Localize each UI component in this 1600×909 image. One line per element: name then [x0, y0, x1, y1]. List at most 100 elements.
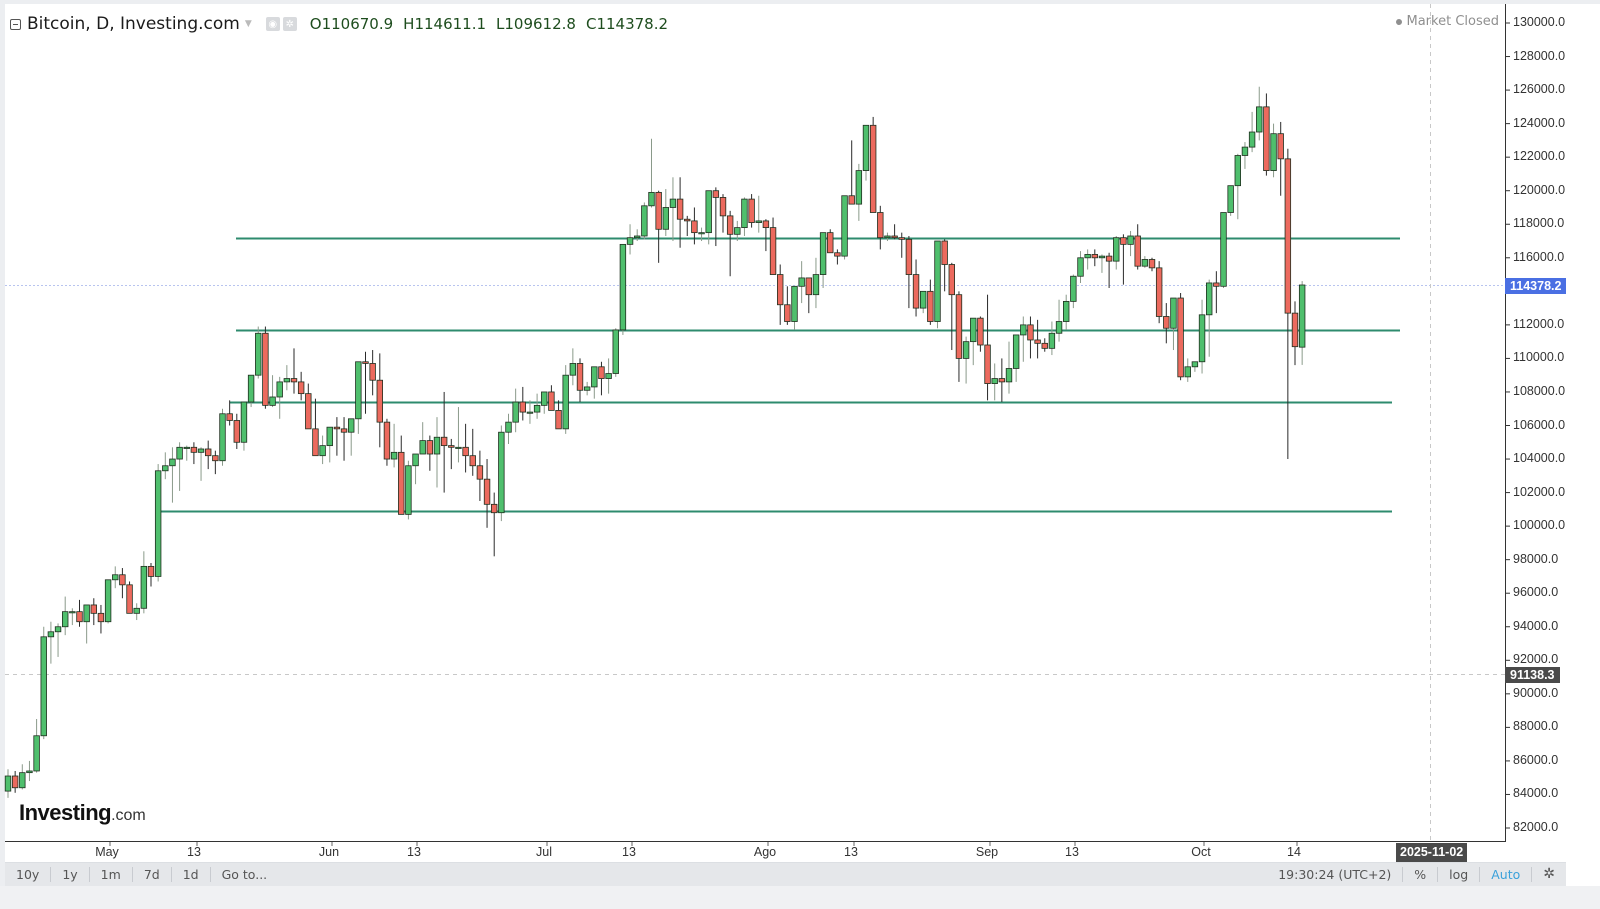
- candle[interactable]: [226, 400, 233, 426]
- candle[interactable]: [877, 205, 884, 250]
- candle[interactable]: [469, 428, 476, 476]
- candle[interactable]: [326, 426, 333, 463]
- candle[interactable]: [1191, 361, 1199, 372]
- candle[interactable]: [591, 366, 598, 399]
- candle[interactable]: [312, 398, 319, 457]
- candle[interactable]: [405, 460, 412, 520]
- candle[interactable]: [133, 603, 140, 621]
- candle[interactable]: [634, 229, 641, 242]
- candle[interactable]: [1291, 301, 1299, 366]
- horizontal-levels[interactable]: [158, 237, 1400, 513]
- candle[interactable]: [812, 257, 820, 309]
- candle[interactable]: [1012, 334, 1020, 382]
- candle[interactable]: [905, 235, 913, 309]
- candle[interactable]: [440, 391, 448, 493]
- candle[interactable]: [290, 348, 298, 394]
- candle[interactable]: [154, 464, 162, 582]
- candle[interactable]: [54, 623, 62, 657]
- gear-icon[interactable]: ✲: [282, 17, 297, 31]
- candle[interactable]: [498, 425, 505, 522]
- candle[interactable]: [1077, 251, 1084, 283]
- candle[interactable]: [1098, 254, 1106, 273]
- candle[interactable]: [784, 286, 791, 325]
- candle[interactable]: [1113, 235, 1120, 270]
- candle[interactable]: [390, 423, 398, 468]
- candle[interactable]: [190, 442, 198, 465]
- candle[interactable]: [569, 348, 577, 386]
- goto-button[interactable]: Go to...: [221, 867, 268, 882]
- candle[interactable]: [612, 328, 619, 377]
- collapse-icon[interactable]: [10, 18, 21, 30]
- candle[interactable]: [805, 277, 812, 314]
- candle[interactable]: [412, 453, 419, 485]
- candle[interactable]: [476, 450, 484, 501]
- candle[interactable]: [90, 598, 97, 626]
- candle[interactable]: [598, 361, 605, 396]
- candle[interactable]: [1048, 321, 1056, 356]
- candle[interactable]: [655, 190, 662, 263]
- candle[interactable]: [841, 195, 848, 260]
- candle[interactable]: [676, 177, 684, 248]
- candle[interactable]: [548, 385, 555, 411]
- candle[interactable]: [734, 220, 741, 242]
- candle[interactable]: [1270, 123, 1277, 178]
- candle[interactable]: [355, 361, 362, 434]
- candle[interactable]: [112, 566, 119, 589]
- candle[interactable]: [1213, 271, 1220, 314]
- candle[interactable]: [526, 400, 534, 424]
- range-10y-button[interactable]: 10y: [5, 867, 52, 882]
- candle[interactable]: [83, 604, 90, 644]
- candle[interactable]: [247, 374, 255, 408]
- candle[interactable]: [1298, 281, 1306, 365]
- candle[interactable]: [297, 371, 305, 401]
- candle[interactable]: [576, 358, 584, 403]
- candle[interactable]: [97, 604, 105, 634]
- clock-display[interactable]: 19:30:24 (UTC+2): [1278, 867, 1392, 882]
- candle[interactable]: [1063, 294, 1070, 330]
- candle[interactable]: [691, 207, 698, 245]
- candle[interactable]: [340, 417, 348, 461]
- candle[interactable]: [219, 408, 226, 466]
- series-title[interactable]: Bitcoin, D, Investing.com: [27, 14, 240, 34]
- candle[interactable]: [183, 445, 190, 461]
- candle[interactable]: [1177, 293, 1184, 381]
- candlestick-series[interactable]: [4, 86, 1306, 798]
- candle[interactable]: [1198, 299, 1206, 374]
- candle[interactable]: [698, 227, 705, 242]
- candle[interactable]: [333, 417, 341, 456]
- candle[interactable]: [819, 232, 827, 288]
- candle[interactable]: [197, 447, 205, 481]
- candle[interactable]: [827, 229, 834, 254]
- candle[interactable]: [1277, 121, 1284, 196]
- candle[interactable]: [1184, 358, 1191, 382]
- candle[interactable]: [719, 194, 727, 233]
- candle[interactable]: [862, 124, 870, 181]
- candle[interactable]: [4, 769, 12, 798]
- candle[interactable]: [684, 215, 691, 236]
- candle[interactable]: [1127, 230, 1134, 257]
- candle[interactable]: [648, 138, 655, 208]
- candle[interactable]: [941, 239, 948, 292]
- candle[interactable]: [212, 450, 219, 475]
- candle[interactable]: [1055, 299, 1063, 342]
- candle[interactable]: [455, 407, 462, 463]
- candle[interactable]: [462, 423, 469, 473]
- candle[interactable]: [376, 353, 383, 448]
- candle[interactable]: [140, 551, 148, 614]
- candle[interactable]: [1070, 274, 1077, 309]
- candle[interactable]: [262, 326, 269, 409]
- candle[interactable]: [1020, 316, 1027, 362]
- candle[interactable]: [362, 351, 369, 414]
- candle[interactable]: [1263, 93, 1270, 176]
- candle[interactable]: [962, 336, 970, 384]
- candle[interactable]: [948, 262, 955, 351]
- candle[interactable]: [1227, 185, 1234, 216]
- candle[interactable]: [269, 375, 276, 408]
- candle[interactable]: [147, 563, 155, 587]
- candle[interactable]: [1105, 252, 1113, 288]
- log-toggle[interactable]: log: [1437, 867, 1479, 882]
- candle[interactable]: [920, 290, 927, 314]
- range-1d-button[interactable]: 1d: [172, 867, 211, 882]
- candle[interactable]: [991, 363, 998, 401]
